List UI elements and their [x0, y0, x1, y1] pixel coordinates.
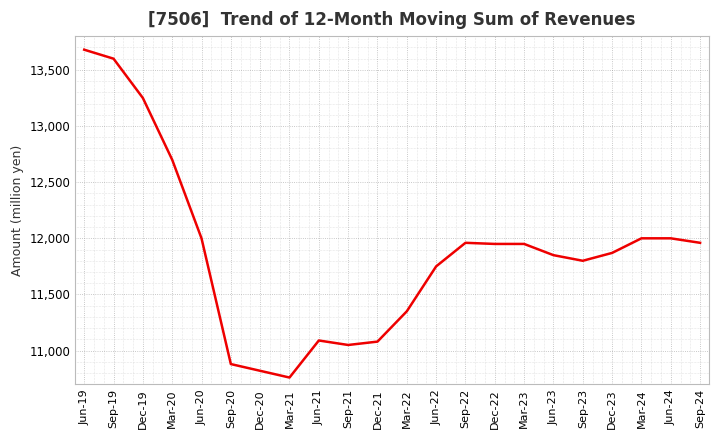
- Y-axis label: Amount (million yen): Amount (million yen): [11, 145, 24, 276]
- Title: [7506]  Trend of 12-Month Moving Sum of Revenues: [7506] Trend of 12-Month Moving Sum of R…: [148, 11, 636, 29]
